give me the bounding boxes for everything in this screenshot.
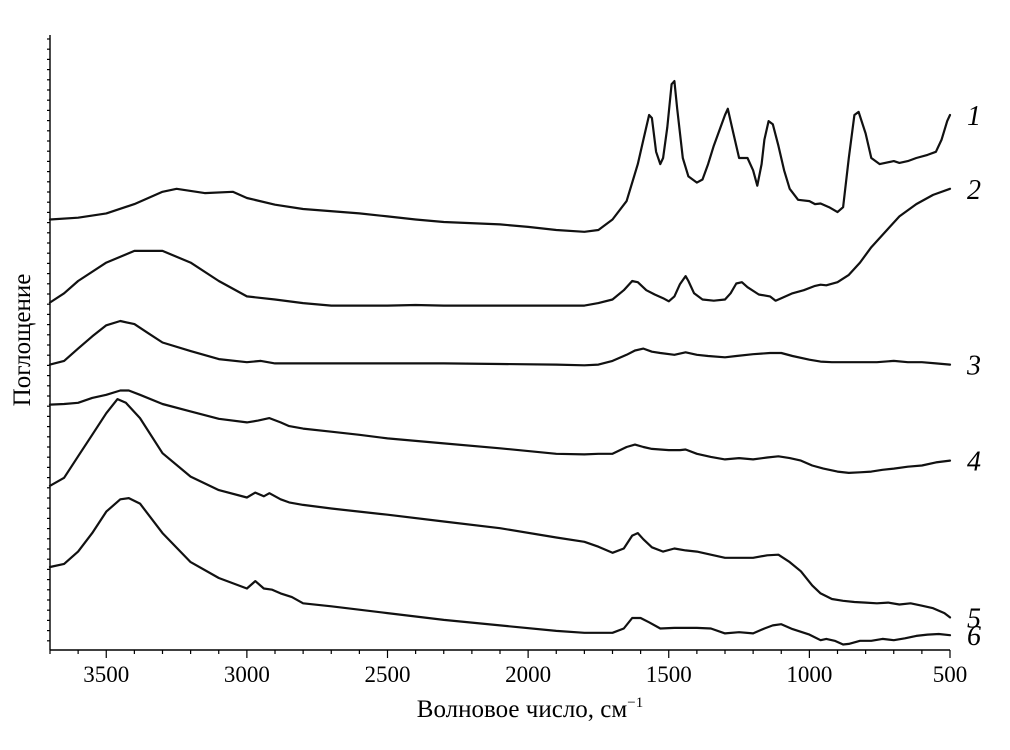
x-axis-ticks: 3500 3000 2500 2000 1500 1000 500	[49, 650, 968, 687]
series-label-4: 4	[967, 447, 981, 478]
y-axis-minor-ticks	[47, 38, 50, 642]
x-axis-title: Волновое число, см−1	[417, 695, 643, 723]
series-label-2: 2	[967, 175, 981, 206]
series-line-2	[48, 187, 952, 307]
x-tick-label: 3000	[224, 662, 270, 687]
series-line-6	[48, 497, 952, 646]
x-tick-label: 2000	[505, 662, 551, 687]
series-line-5	[48, 398, 952, 619]
x-tick-label: 2500	[365, 662, 411, 687]
series-line-4	[48, 389, 952, 474]
series-line-1	[48, 80, 952, 233]
series-line-3	[48, 319, 952, 367]
series-label-6: 6	[967, 621, 981, 652]
x-axis-title-text: Волновое число, см	[417, 696, 628, 723]
y-axis-title: Поглощение	[9, 274, 36, 407]
x-axis-title-superscript: −1	[627, 695, 643, 711]
x-tick-label: 3500	[83, 662, 129, 687]
series-labels: 1 2 3 4 56	[966, 101, 981, 652]
series-label-3: 3	[966, 351, 981, 382]
x-tick-label: 1000	[786, 662, 832, 687]
x-tick-label: 500	[933, 662, 968, 687]
x-tick-label: 1500	[646, 662, 692, 687]
series-group	[48, 80, 952, 646]
series-label-1: 1	[967, 101, 981, 132]
series-label-5: 5	[967, 603, 981, 634]
